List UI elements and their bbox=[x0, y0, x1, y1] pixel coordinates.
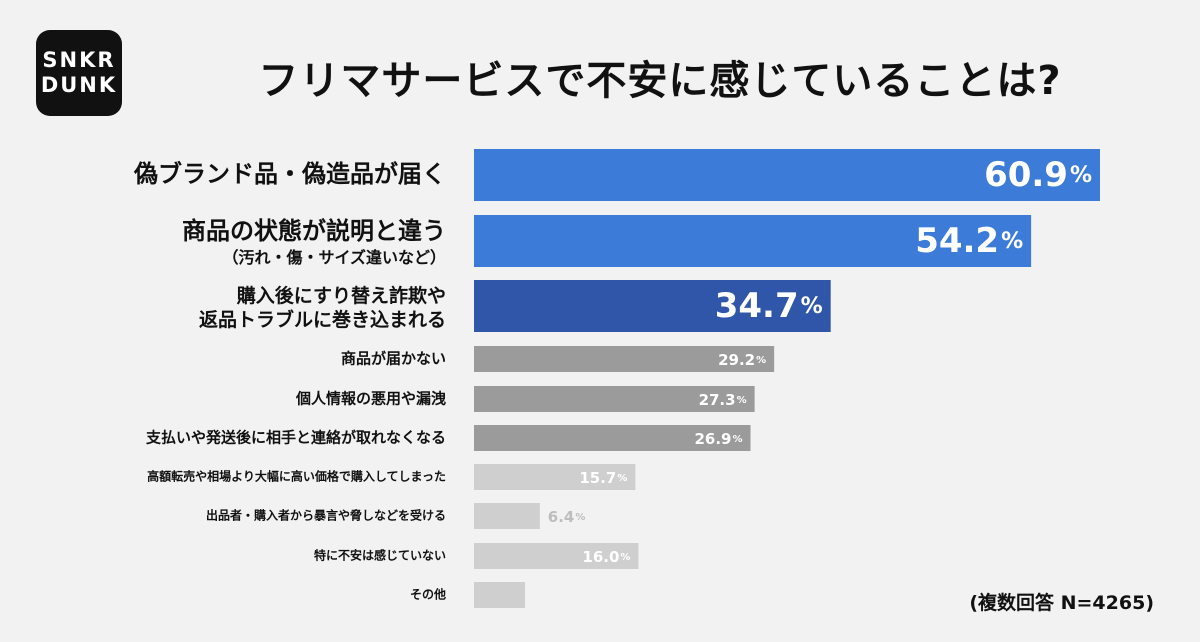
bar bbox=[474, 425, 751, 451]
bar bbox=[474, 464, 636, 490]
bar bbox=[474, 346, 775, 372]
value-label: 15.7% bbox=[579, 469, 627, 487]
chart-title: フリマサービスで不安に感じていることは? bbox=[258, 58, 1062, 104]
snkrdunk-logo: SNKR DUNK bbox=[36, 30, 122, 116]
bar bbox=[474, 149, 1100, 201]
value-label: 26.9% bbox=[694, 430, 742, 448]
value-label: 29.2% bbox=[718, 351, 766, 369]
bar bbox=[474, 280, 831, 332]
category-label: 個人情報の悪用や漏洩 bbox=[295, 390, 446, 408]
bar bbox=[474, 386, 755, 412]
value-label: 27.3% bbox=[699, 391, 747, 409]
bar bbox=[474, 543, 639, 569]
logo-line-1: SNKR bbox=[42, 48, 116, 72]
value-label: 6.4% bbox=[548, 508, 586, 526]
value-label: 16.0% bbox=[582, 548, 630, 566]
bar bbox=[474, 215, 1032, 267]
category-label: 購入後にすり替え詐欺や返品トラブルに巻き込まれる bbox=[199, 284, 446, 331]
category-label: 出品者・購入者から暴言や脅しなどを受ける bbox=[206, 508, 446, 523]
category-label: 商品の状態が説明と違う（汚れ・傷・サイズ違いなど） bbox=[182, 217, 446, 267]
category-label: 高額転売や相場より大幅に高い価格で購入してしまった bbox=[147, 469, 446, 484]
value-label: 34.7% bbox=[715, 286, 823, 326]
value-label: 54.2% bbox=[915, 221, 1023, 261]
value-label: 60.9% bbox=[984, 155, 1092, 195]
logo-line-2: DUNK bbox=[40, 73, 118, 97]
sample-note: (複数回答 N=4265) bbox=[969, 592, 1154, 614]
category-label: 商品が届かない bbox=[341, 350, 446, 368]
bar bbox=[474, 582, 525, 608]
category-label: 支払いや発送後に相手と連絡が取れなくなる bbox=[145, 429, 446, 447]
bar bbox=[474, 503, 540, 529]
category-label: 偽ブランド品・偽造品が届く bbox=[133, 160, 446, 188]
category-label: 特に不安は感じていない bbox=[314, 548, 446, 563]
category-label: その他 bbox=[410, 587, 446, 602]
